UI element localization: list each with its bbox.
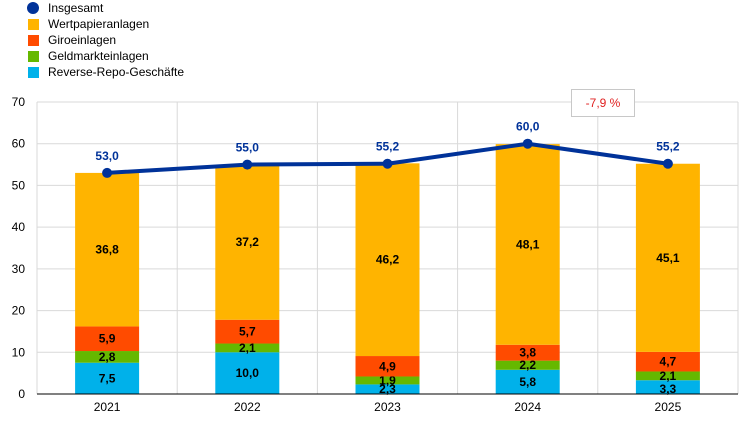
- x-tick-label: 2025: [655, 400, 682, 414]
- y-tick-label: 20: [12, 304, 26, 318]
- bar-segment: [215, 319, 280, 344]
- bar-data-label: 1,9: [379, 373, 396, 387]
- bar-segment: [635, 371, 700, 381]
- legend-square-icon: [28, 18, 39, 30]
- total-data-label: 55,2: [656, 140, 680, 154]
- y-tick-label: 0: [18, 387, 25, 401]
- total-marker: [662, 158, 673, 169]
- x-tick-label: 2023: [374, 400, 401, 414]
- bar-data-label: 10,0: [236, 366, 260, 380]
- bar-segment: [495, 369, 560, 394]
- legend-item-giroeinlagen: Giroeinlagen: [28, 32, 184, 48]
- bar-data-label: 2,3: [379, 382, 396, 396]
- bar-segment: [635, 163, 700, 352]
- bar-data-label: 7,5: [99, 371, 116, 385]
- total-data-label: 55,0: [236, 141, 260, 155]
- bar-data-label: 3,3: [660, 382, 677, 396]
- y-tick-label: 30: [12, 262, 26, 276]
- bar-segment: [75, 326, 140, 352]
- y-tick-label: 50: [12, 178, 26, 192]
- legend-square-icon: [28, 50, 39, 62]
- bar-data-label: 4,9: [379, 359, 396, 373]
- change-annotation: -7,9 %: [571, 89, 635, 117]
- total-marker: [242, 159, 253, 170]
- bar-segment: [75, 172, 140, 327]
- legend: Insgesamt Wertpapieranlagen Giroeinlagen…: [27, 0, 184, 80]
- legend-label: Wertpapieranlagen: [48, 17, 150, 31]
- bar-segment: [75, 362, 140, 394]
- bar-segment: [215, 343, 280, 353]
- legend-item-reverse-repo: Reverse-Repo-Geschäfte: [28, 64, 184, 80]
- bar-data-label: 5,7: [239, 325, 256, 339]
- bar-data-label: 3,8: [519, 346, 536, 360]
- bar-data-label: 36,8: [95, 243, 119, 257]
- bar-data-label: 48,1: [516, 237, 540, 251]
- x-tick-label: 2022: [234, 400, 261, 414]
- bar-data-label: 5,9: [99, 332, 116, 346]
- bar-segment: [215, 164, 280, 320]
- legend-square-icon: [28, 34, 39, 46]
- y-tick-label: 40: [12, 220, 26, 234]
- bar-segment: [355, 376, 420, 385]
- legend-dot-icon: [27, 2, 39, 14]
- bar-segment: [495, 360, 560, 370]
- bar-data-label: 2,1: [239, 341, 256, 355]
- bar-segment: [495, 344, 560, 361]
- legend-label: Insgesamt: [48, 1, 104, 15]
- bar-data-label: 37,2: [236, 235, 260, 249]
- total-marker: [382, 158, 393, 169]
- legend-label: Giroeinlagen: [48, 33, 117, 47]
- total-data-label: 53,0: [95, 149, 119, 163]
- legend-label: Geldmarkteinlagen: [48, 49, 149, 63]
- legend-item-wertpapieranlagen: Wertpapieranlagen: [28, 16, 184, 32]
- bar-data-label: 5,8: [519, 375, 536, 389]
- bar-data-label: 2,2: [519, 358, 536, 372]
- y-tick-label: 70: [12, 95, 26, 109]
- total-data-label: 55,2: [376, 140, 400, 154]
- bar-data-label: 46,2: [376, 253, 400, 267]
- total-data-label: 60,0: [516, 120, 540, 134]
- y-tick-label: 60: [12, 137, 26, 151]
- bar-segment: [355, 356, 420, 377]
- x-tick-label: 2021: [94, 400, 121, 414]
- total-marker: [102, 167, 113, 178]
- bar-data-label: 4,7: [660, 355, 677, 369]
- bar-data-label: 45,1: [656, 251, 680, 265]
- bar-segment: [215, 352, 280, 394]
- x-tick-label: 2024: [514, 400, 541, 414]
- legend-item-geldmarkteinlagen: Geldmarkteinlagen: [28, 48, 184, 64]
- bar-segment: [635, 351, 700, 372]
- bar-segment: [635, 380, 700, 394]
- bar-segment: [495, 144, 560, 345]
- bar-data-label: 2,1: [660, 369, 677, 383]
- legend-square-icon: [28, 66, 39, 78]
- bar-segment: [355, 384, 420, 394]
- bar-segment: [355, 163, 420, 357]
- bar-segment: [75, 351, 140, 363]
- legend-label: Reverse-Repo-Geschäfte: [48, 65, 185, 79]
- bar-data-label: 2,8: [99, 350, 116, 364]
- total-marker: [522, 138, 533, 149]
- y-tick-label: 10: [12, 345, 26, 359]
- legend-item-insgesamt: Insgesamt: [27, 0, 184, 16]
- change-annotation-text: -7,9 %: [585, 96, 621, 110]
